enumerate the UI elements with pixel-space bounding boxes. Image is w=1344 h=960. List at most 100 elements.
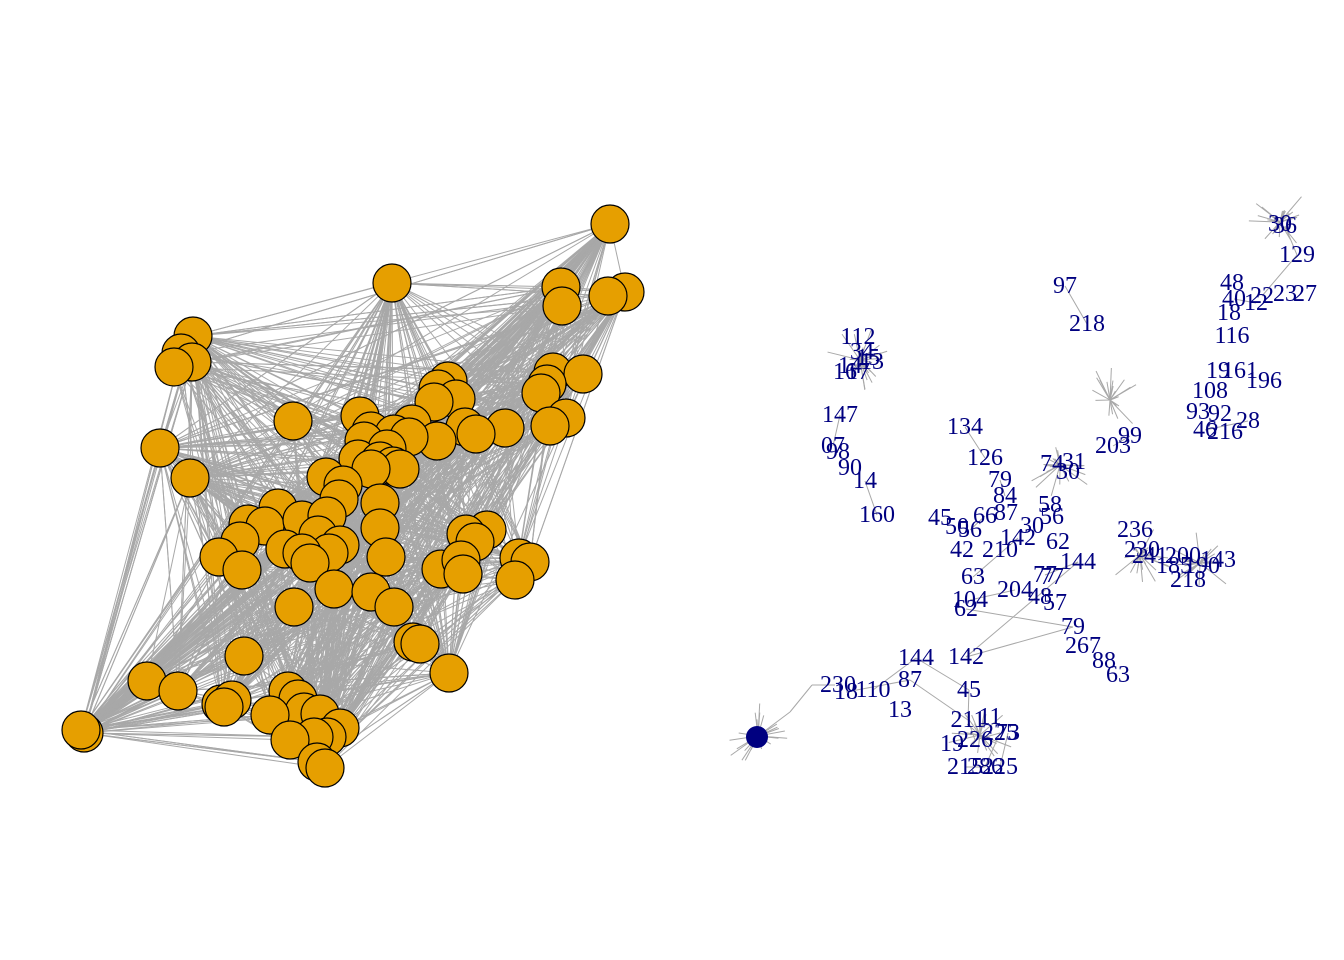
graph-edge xyxy=(1108,399,1111,416)
vertex-label: 200 xyxy=(1165,543,1201,569)
vertex-label: 19 xyxy=(1206,358,1230,384)
graph-edge xyxy=(83,641,414,734)
vertex-label: 211 xyxy=(950,707,985,733)
graph-edge xyxy=(1173,562,1201,583)
graph-edge xyxy=(177,282,393,692)
vertex-label: 79 xyxy=(988,467,1012,493)
graph-edge xyxy=(287,562,311,692)
graph-edge xyxy=(859,349,873,361)
graph-edge xyxy=(1198,562,1201,586)
graph-edge xyxy=(83,361,193,734)
vertex-label: 216 xyxy=(1207,419,1243,445)
graph-vertex xyxy=(154,347,194,387)
vertex-label: 129 xyxy=(1279,242,1315,268)
graph-edge xyxy=(1124,554,1141,559)
vertex-label: 161 xyxy=(1222,358,1258,384)
vertex-label: 40 xyxy=(1222,286,1246,312)
vertex-label: 84 xyxy=(993,483,1017,509)
graph-vertex xyxy=(429,653,469,693)
graph-edge xyxy=(859,330,872,361)
graph-edge xyxy=(83,690,289,734)
graph-edge xyxy=(83,335,194,734)
graph-edge xyxy=(969,589,1016,601)
vertex-label: 143 xyxy=(1200,547,1236,573)
vertex-label: 98 xyxy=(826,439,850,465)
graph-edge xyxy=(1279,214,1300,223)
vertex-label: 27 xyxy=(1293,281,1317,307)
graph-edge xyxy=(324,672,450,769)
graph-edge xyxy=(1059,464,1085,467)
vertex-label: 62 xyxy=(1046,529,1070,555)
vertex-label: 92 xyxy=(1208,401,1232,427)
vertex-label: 07 xyxy=(821,433,845,459)
graph-edge xyxy=(1248,220,1281,223)
graph-edge xyxy=(1139,554,1156,582)
graph-edge xyxy=(1115,554,1141,576)
graph-edge xyxy=(999,732,1009,768)
left-graph-vertices xyxy=(61,204,645,788)
graph-edge xyxy=(1279,221,1297,244)
vertex-label: 62 xyxy=(954,596,978,622)
graph-edge xyxy=(83,732,291,741)
graph-edge xyxy=(391,282,562,288)
graph-edge xyxy=(872,657,917,691)
vertex-label: 19 xyxy=(940,731,964,757)
graph-edge xyxy=(269,305,563,716)
graph-edge xyxy=(859,352,882,361)
graph-edge xyxy=(1187,562,1201,566)
graph-edge xyxy=(964,426,986,459)
vertex-label: 90 xyxy=(838,455,862,481)
graph-vertex xyxy=(290,543,330,583)
graph-edge xyxy=(192,335,548,385)
vertex-label: 196 xyxy=(1246,368,1282,394)
graph-edge xyxy=(1109,384,1137,401)
vertex-label: 241 xyxy=(1132,543,1168,569)
vertex-label: 18 xyxy=(1217,300,1241,326)
graph-edge xyxy=(1204,420,1249,431)
graph-edge xyxy=(1139,529,1154,556)
graph-edge xyxy=(1279,221,1291,240)
graph-edge xyxy=(191,361,365,442)
vertex-label: 230 xyxy=(820,672,856,698)
graph-edge xyxy=(159,282,393,449)
graph-edge xyxy=(1109,399,1114,415)
graph-edge xyxy=(159,223,611,449)
vertex-label: 185 xyxy=(1156,553,1192,579)
graph-edge xyxy=(979,714,1003,736)
graph-edge xyxy=(189,223,611,479)
graph-edge xyxy=(1139,554,1144,570)
graph-edge xyxy=(1139,547,1149,556)
left-network-graph xyxy=(61,204,645,788)
graph-edge xyxy=(1199,561,1222,564)
graph-edge xyxy=(180,352,387,558)
graph-edge xyxy=(1278,221,1281,238)
graph-edge xyxy=(192,335,457,400)
graph-edge xyxy=(1199,562,1227,585)
graph-edge xyxy=(1199,548,1212,564)
graph-edge xyxy=(297,286,562,700)
graph-vertex xyxy=(366,537,406,577)
graph-edge xyxy=(832,414,841,447)
graph-vertex xyxy=(588,276,628,316)
graph-edge xyxy=(83,732,326,769)
graph-edge xyxy=(80,729,318,763)
graph-edge xyxy=(1261,254,1298,297)
graph-edge xyxy=(189,282,393,479)
vertex-label: 30 xyxy=(1056,459,1080,485)
graph-edge xyxy=(966,723,981,736)
graph-edge xyxy=(859,359,866,390)
graph-vertex xyxy=(61,710,101,750)
right-graph-edges xyxy=(729,196,1302,768)
vertex-label: 13 xyxy=(888,697,912,723)
vertex-label: 87 xyxy=(898,667,922,693)
graph-edge xyxy=(191,361,245,657)
graph-edge xyxy=(859,359,873,364)
graph-edge xyxy=(83,352,182,734)
vertex-label: 108 xyxy=(1192,378,1228,404)
vertex-label: 56 xyxy=(1040,504,1064,530)
graph-edge xyxy=(1109,399,1133,424)
vertex-label: 225 xyxy=(982,754,1018,780)
vertex-label: 134 xyxy=(947,414,983,440)
vertex-label: 13 xyxy=(860,349,884,375)
